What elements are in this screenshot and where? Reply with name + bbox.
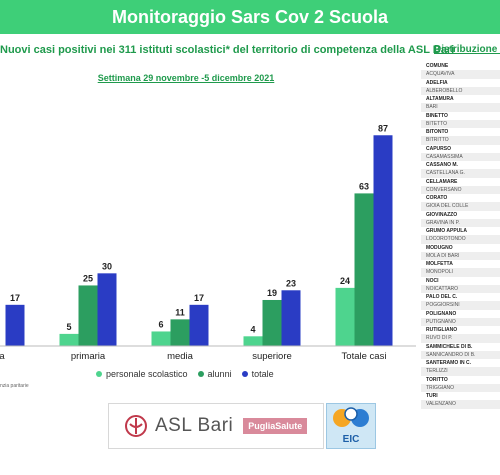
asl-logo-text: ASL Bari — [155, 415, 234, 436]
municipality-row: LOCOROTONDO — [421, 235, 500, 244]
municipality-row: CORATO — [426, 195, 448, 201]
legend-label-personale: personale scolastico — [106, 369, 188, 379]
legend-dot-alunni — [197, 371, 204, 377]
legend-label-totale: totale — [251, 369, 274, 379]
data-label: 17 — [194, 293, 204, 303]
municipality-row: CELLAMARE — [426, 178, 458, 185]
category-label: nzia — [0, 351, 5, 362]
municipality-row: ALTAMURA — [426, 96, 454, 102]
data-label: 5 — [66, 322, 71, 332]
distribution-title: Distribuzione ter — [434, 44, 500, 55]
data-label: 19 — [267, 288, 277, 298]
bar-personale — [151, 331, 171, 346]
bar-alunni — [354, 193, 374, 346]
title-banner: Monitoraggio Sars Cov 2 Scuola — [0, 0, 500, 34]
municipality-row: GIOIA DEL COLLE — [421, 202, 500, 211]
legend-dot-totale — [241, 371, 248, 377]
municipality-row: CASTELLANA G. — [421, 169, 500, 178]
page-title: Monitoraggio Sars Cov 2 Scuola — [111, 6, 389, 27]
bar-chart: 617nzia52530primaria61117media41923super… — [0, 123, 416, 362]
municipality-row: GRUMO APPULA — [426, 228, 467, 234]
municipality-row: TERLIZZI — [421, 367, 500, 376]
category-label: superiore — [252, 351, 292, 362]
municipality-row: RUTIGLIANO — [426, 327, 458, 333]
legend-label-alunni: alunni — [207, 369, 232, 379]
data-label: 63 — [359, 181, 369, 191]
municipality-row: SANNICANDRO DI B. — [421, 350, 500, 359]
bar-personale — [335, 287, 355, 346]
data-label: 30 — [102, 261, 112, 271]
municipality-list: COMUNE ACQUAVIVA ADELFIA ALBEROBELLO ALTAMUR… — [421, 62, 500, 436]
category-label: media — [167, 351, 194, 362]
municipality-row: MOLFETTA — [426, 261, 453, 267]
bar-totale — [281, 290, 301, 346]
municipality-row: CONVERSANO — [421, 185, 500, 194]
bar-alunni — [170, 319, 190, 346]
municipality-row: TURI — [426, 393, 438, 399]
municipality-row: ACQUAVIVA — [421, 70, 500, 79]
data-label: 6 — [158, 319, 163, 329]
municipality-row: MONOPOLI — [421, 268, 500, 277]
bar-alunni — [78, 285, 98, 346]
municipality-row: SANTERAMO IN C. — [426, 360, 471, 366]
municipality-row: CASAMASSIMA — [421, 152, 500, 161]
municipality-row: RUVO DI P. — [421, 334, 500, 343]
municipality-row: BARI — [421, 103, 500, 112]
municipality-row: POLIGNANO — [426, 310, 457, 317]
bar-totale — [97, 273, 117, 346]
municipality-row: BITRITTO — [421, 136, 500, 145]
municipality-row: COMUNE — [426, 63, 449, 69]
data-label: 4 — [250, 324, 255, 334]
municipality-row: GIOVINAZZO — [426, 211, 458, 218]
data-label: 24 — [340, 276, 350, 286]
data-label: 17 — [10, 293, 20, 303]
municipality-row: BITONTO — [426, 129, 449, 135]
chart-subtitle: Nuovi casi positivi nei 311 istituti sco… — [0, 44, 455, 56]
category-label: primaria — [71, 351, 106, 362]
municipality-row: ADELFIA — [426, 79, 448, 86]
puglia-salute-badge: PugliaSalute — [243, 418, 308, 434]
municipality-row: PUTIGNANO — [421, 317, 500, 326]
municipality-row: NOCI — [426, 277, 439, 284]
municipality-row: NOICATTARO — [421, 284, 500, 293]
bar-totale — [189, 304, 209, 346]
asl-emblem-icon — [125, 415, 147, 437]
municipality-row: POGGIORSINI — [421, 301, 500, 310]
bar-totale — [5, 304, 25, 346]
legend-dot-personale — [96, 371, 102, 377]
chart-legend: personale scolastico alunni totale — [96, 369, 274, 379]
data-label: 87 — [378, 123, 388, 133]
asl-logo-box: ASL Bari PugliaSalute — [108, 403, 324, 449]
data-label: 11 — [175, 307, 185, 317]
data-label: 25 — [83, 273, 93, 283]
municipality-row: ALBEROBELLO — [421, 86, 500, 95]
municipality-row: GRAVINA IN P. — [421, 218, 500, 227]
legend-item-totale: totale — [241, 369, 274, 379]
municipality-row: CASSANO M. — [426, 162, 458, 168]
eic-logo-text: EIC — [342, 434, 360, 445]
eic-logo: EIC — [326, 403, 376, 449]
bar-personale — [243, 336, 263, 346]
bar-personale — [59, 333, 79, 346]
municipality-row: BINETTO — [426, 112, 448, 119]
eic-emblem-icon — [333, 407, 369, 427]
municipality-row: SAMMICHELE DI B. — [426, 343, 473, 350]
municipality-row: MODUGNO — [426, 244, 453, 251]
municipality-row: TRIGGIANO — [421, 383, 500, 392]
legend-item-personale: personale scolastico — [96, 369, 188, 379]
legend-item-alunni: alunni — [197, 369, 232, 379]
municipality-row: MOLA DI BARI — [421, 251, 500, 260]
municipality-row: CAPURSO — [426, 145, 452, 152]
bar-alunni — [262, 299, 282, 346]
municipality-row: TORITTO — [426, 376, 448, 383]
bar-totale — [373, 135, 393, 346]
category-label: Totale casi — [342, 351, 387, 362]
municipality-row: PALO DEL C. — [426, 294, 458, 300]
footnote: nzia paritarie — [0, 383, 29, 389]
municipality-row: VALENZANO — [421, 400, 500, 409]
municipality-row: BITETTO — [421, 119, 500, 128]
data-label: 23 — [286, 278, 296, 288]
week-label: Settimana 29 novembre -5 dicembre 2021 — [97, 73, 275, 83]
